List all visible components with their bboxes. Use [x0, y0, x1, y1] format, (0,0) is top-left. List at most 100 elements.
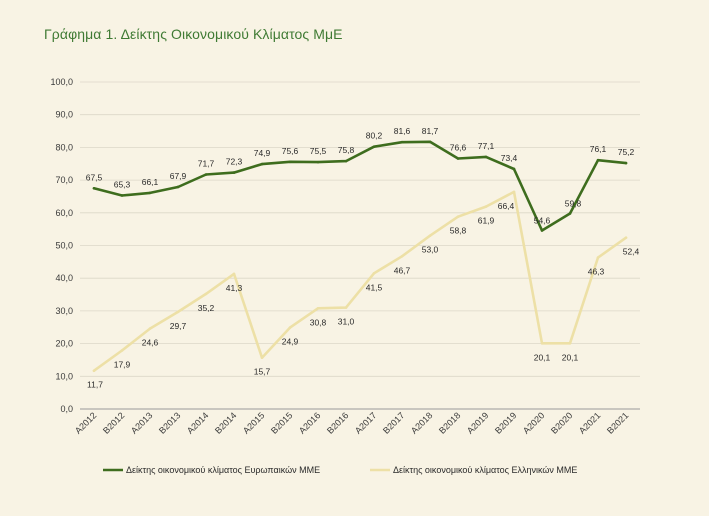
- data-label: 46,7: [394, 265, 411, 275]
- x-tick-label: A2020: [521, 410, 546, 435]
- data-point: [512, 190, 516, 194]
- y-tick-label: 80,0: [55, 142, 73, 152]
- data-point: [428, 140, 432, 144]
- data-label: 66,4: [498, 201, 515, 211]
- data-point: [92, 369, 96, 373]
- x-tick-label: A2017: [353, 410, 378, 435]
- y-tick-label: 0,0: [60, 404, 73, 414]
- x-tick-label: A2013: [129, 410, 154, 435]
- data-label: 75,8: [338, 145, 355, 155]
- data-label: 75,2: [618, 147, 635, 157]
- data-label: 24,6: [142, 338, 159, 348]
- data-label: 59,8: [565, 198, 582, 208]
- data-point: [596, 158, 600, 162]
- data-label: 66,1: [142, 177, 159, 187]
- data-label: 75,6: [282, 146, 299, 156]
- data-point: [344, 159, 348, 163]
- data-point: [428, 234, 432, 237]
- x-tick-label: A2015: [241, 410, 266, 435]
- x-tick-label: B2012: [101, 410, 126, 435]
- data-point: [372, 145, 376, 149]
- data-label: 75,5: [310, 146, 327, 156]
- data-label: 20,1: [534, 352, 551, 362]
- data-label: 73,4: [501, 153, 518, 163]
- data-label: 29,7: [170, 321, 187, 331]
- data-label: 67,5: [86, 172, 103, 182]
- data-label: 71,7: [198, 159, 215, 169]
- data-label: 54,6: [534, 215, 551, 225]
- data-label: 74,9: [254, 148, 271, 158]
- x-tick-label: A2018: [409, 410, 434, 435]
- data-point: [176, 310, 180, 314]
- data-point: [232, 272, 236, 276]
- data-point: [120, 349, 124, 352]
- y-tick-label: 70,0: [55, 175, 73, 185]
- data-label: 77,1: [478, 141, 495, 151]
- data-point: [484, 205, 488, 208]
- data-point: [148, 191, 152, 195]
- data-point: [400, 254, 404, 258]
- data-label: 81,6: [394, 126, 411, 136]
- data-point: [596, 256, 600, 259]
- legend-label: Δείκτης οικονομικού κλίματος Ελληνικών Μ…: [393, 465, 577, 475]
- x-tick-label: B2017: [381, 410, 406, 435]
- x-tick-label: B2018: [437, 410, 462, 435]
- legend-label: Δείκτης οικονομικού κλίματος Ευρωπαικών …: [126, 465, 320, 475]
- data-label: 76,6: [450, 143, 467, 153]
- data-point: [512, 167, 516, 171]
- x-tick-label: B2021: [605, 410, 630, 435]
- data-label: 67,9: [170, 171, 187, 181]
- data-label: 76,1: [590, 144, 607, 154]
- data-point: [232, 171, 236, 174]
- data-label: 41,5: [366, 282, 383, 292]
- data-label: 53,0: [422, 245, 439, 255]
- data-label: 35,2: [198, 303, 215, 313]
- data-label: 80,2: [366, 131, 383, 141]
- x-tick-label: A2012: [73, 410, 98, 435]
- y-tick-label: 100,0: [50, 77, 73, 87]
- data-point: [260, 162, 264, 166]
- data-label: 31,0: [338, 317, 355, 327]
- data-label: 72,3: [226, 157, 243, 167]
- x-tick-label: B2016: [325, 410, 350, 435]
- data-label: 52,4: [623, 247, 640, 257]
- x-tick-label: B2014: [213, 410, 238, 435]
- y-tick-label: 10,0: [55, 371, 73, 381]
- data-point: [120, 194, 124, 197]
- data-point: [344, 306, 348, 309]
- chart-title: Γράφημα 1. Δείκτης Οικονομικού Κλίματος …: [44, 26, 343, 42]
- y-tick-label: 40,0: [55, 273, 73, 283]
- data-point: [204, 292, 208, 296]
- y-tick-label: 50,0: [55, 241, 73, 251]
- data-label: 58,8: [450, 226, 467, 236]
- data-label: 24,9: [282, 337, 299, 347]
- data-point: [316, 306, 320, 310]
- data-point: [540, 341, 544, 345]
- x-tick-label: A2019: [465, 410, 490, 435]
- data-label: 41,3: [226, 283, 243, 293]
- data-label: 30,8: [310, 317, 327, 327]
- data-label: 46,3: [588, 267, 605, 277]
- data-point: [372, 271, 376, 275]
- x-tick-label: A2016: [297, 410, 322, 435]
- data-point: [176, 185, 180, 189]
- data-point: [624, 161, 628, 165]
- x-tick-label: B2019: [493, 410, 518, 435]
- x-tick-label: B2020: [549, 410, 574, 435]
- x-tick-label: B2013: [157, 410, 182, 435]
- x-tick-label: A2014: [185, 410, 210, 435]
- data-point: [148, 327, 152, 330]
- data-point: [316, 160, 320, 164]
- data-label: 20,1: [562, 352, 579, 362]
- x-tick-label: B2015: [269, 410, 294, 435]
- data-point: [568, 212, 572, 215]
- data-point: [540, 229, 544, 232]
- data-label: 61,9: [478, 216, 495, 226]
- data-label: 11,7: [87, 380, 103, 390]
- data-label: 15,7: [254, 367, 271, 377]
- data-point: [260, 356, 264, 359]
- data-label: 17,9: [114, 359, 131, 369]
- y-tick-label: 30,0: [55, 306, 73, 316]
- data-point: [288, 160, 292, 164]
